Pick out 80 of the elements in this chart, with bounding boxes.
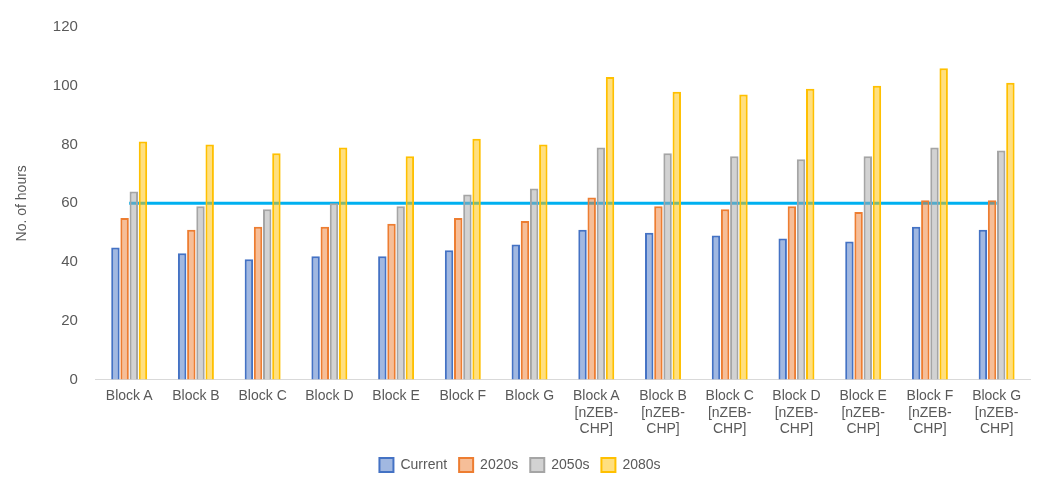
- bar: [872, 85, 882, 380]
- bar: [111, 247, 120, 380]
- y-tick-label: 120: [52, 17, 78, 35]
- bar: [663, 153, 672, 380]
- bar: [854, 212, 863, 380]
- y-tick-label: 40: [61, 252, 78, 270]
- bar: [263, 209, 272, 380]
- bar: [605, 76, 615, 380]
- bar: [244, 259, 254, 380]
- x-tick-label: Block E [nZEB-CHP]: [839, 386, 887, 437]
- bar: [177, 253, 187, 380]
- x-tick-label: Block C [nZEB-CHP]: [705, 386, 754, 437]
- bar: [730, 156, 739, 380]
- bar: [463, 194, 472, 380]
- bar: [997, 150, 1006, 380]
- bar: [253, 226, 263, 380]
- bar: [311, 256, 320, 380]
- bar: [796, 159, 806, 380]
- x-tick-label: Block D [nZEB-CHP]: [772, 386, 821, 437]
- bar: [454, 217, 463, 380]
- x-tick-label: Block F: [439, 386, 487, 403]
- bar: [196, 206, 205, 380]
- bar: [272, 153, 281, 380]
- bar: [911, 226, 921, 380]
- bar: [930, 147, 939, 380]
- y-tick-label: 80: [61, 134, 78, 152]
- bar: [205, 144, 214, 380]
- bar: [387, 223, 396, 380]
- legend-label: Current: [400, 455, 448, 472]
- bar: [806, 88, 815, 380]
- bar: [329, 203, 339, 380]
- x-tick-label: Block E: [372, 386, 420, 403]
- y-tick-label: 100: [52, 75, 78, 93]
- x-tick-label: Block D: [305, 386, 354, 403]
- y-axis-title: No. of hours: [13, 165, 30, 242]
- x-tick-label: Block B [nZEB-CHP]: [639, 386, 687, 437]
- y-tick-label: 0: [69, 369, 78, 387]
- bar: [654, 206, 663, 380]
- bar: [338, 147, 348, 380]
- bar: [511, 244, 521, 380]
- bar: [778, 238, 787, 380]
- bar: [739, 94, 748, 380]
- bar: [596, 147, 606, 380]
- x-tick-label: Block A: [105, 386, 154, 403]
- x-tick-label: Block A [nZEB-CHP]: [572, 386, 621, 437]
- x-tick-label: Block G [nZEB-CHP]: [972, 386, 1022, 437]
- y-tick-label: 20: [61, 310, 78, 328]
- x-tick-label: Block C: [238, 386, 287, 403]
- bar: [187, 229, 196, 380]
- bar: [129, 191, 138, 380]
- bar: [720, 209, 730, 380]
- legend-label: 2080s: [622, 455, 661, 472]
- bar: [120, 217, 129, 380]
- x-tick-label: Block G: [505, 386, 555, 403]
- bar: [845, 241, 854, 380]
- bar: [472, 138, 481, 380]
- bar: [520, 220, 530, 380]
- bar: [921, 200, 930, 380]
- bar: [987, 200, 997, 380]
- bar: [939, 68, 948, 380]
- bar: [578, 229, 587, 380]
- bar: [863, 156, 872, 380]
- x-tick-label: Block F [nZEB-CHP]: [906, 386, 954, 437]
- bar: [444, 250, 454, 380]
- bar: [587, 197, 596, 380]
- bar: [320, 226, 329, 380]
- bar: [396, 206, 405, 380]
- legend-label: 2050s: [551, 455, 590, 472]
- bar: [539, 144, 548, 380]
- bar: [138, 141, 148, 380]
- bar: [645, 232, 654, 380]
- bar: [787, 206, 797, 380]
- x-tick-label: Block B: [172, 386, 220, 403]
- bar: [529, 188, 539, 380]
- bar: [672, 91, 681, 380]
- legend-label: 2020s: [480, 455, 519, 472]
- y-tick-label: 60: [61, 193, 78, 211]
- bar: [405, 156, 415, 380]
- bar: [378, 256, 387, 380]
- bar: [1006, 82, 1015, 380]
